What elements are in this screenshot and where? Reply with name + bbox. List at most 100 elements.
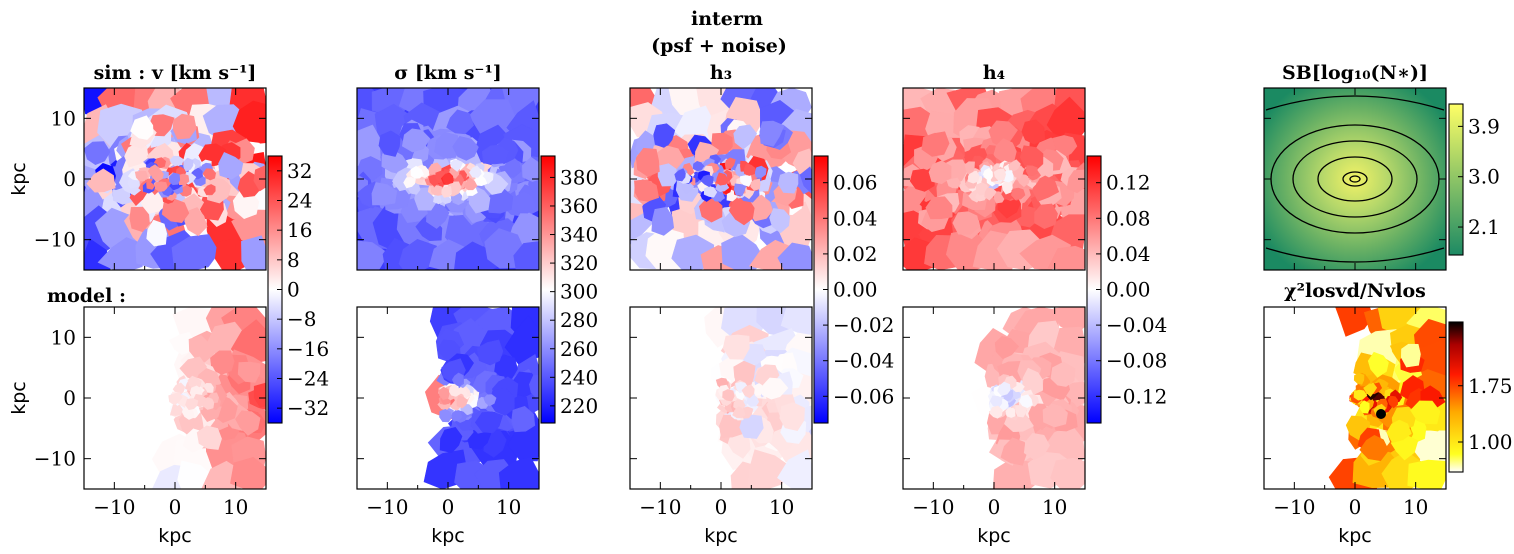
panel-sim-v (83, 87, 267, 271)
sigma-cell (441, 186, 452, 198)
h4-cell (1008, 159, 1021, 172)
colorbar-tick-label: 16 (287, 218, 312, 242)
v-cell (146, 219, 168, 247)
colorbar-sb: 3.9 3.0 2.1 (1448, 103, 1500, 256)
sigma-model-cell (476, 339, 504, 366)
h3-model-cell (732, 406, 746, 419)
h3-cell (759, 120, 785, 147)
h4-cell (925, 196, 953, 220)
h3-cell (777, 171, 799, 194)
sigma-cell (449, 159, 463, 172)
panel-title-chi2: χ²losvd/Nvlos (1284, 280, 1426, 302)
colorbar-tick-label: −0.08 (1106, 349, 1167, 373)
colorbar-tick-label: 0 (287, 278, 300, 302)
x-tick-label: −10 (639, 495, 681, 519)
x-tick-label: 10 (223, 495, 248, 519)
h4-cell (993, 138, 1017, 163)
h4-model-cell (1050, 361, 1076, 387)
colorbar-tick-label: −0.04 (833, 349, 894, 373)
v-cell (147, 164, 160, 178)
panel-title-h4: h₄ (983, 62, 1005, 84)
h4-cell (1019, 145, 1044, 172)
x-tick-label: 0 (715, 495, 728, 519)
h3-cell (750, 178, 761, 191)
h3-cell (733, 183, 747, 197)
v-model-cell (188, 335, 215, 363)
panel-title-v: sim : v [km s⁻¹] (94, 62, 257, 84)
sigma-cell (442, 173, 454, 185)
y-tick-label: 0 (63, 167, 76, 191)
colorbar-tick-label: 3.0 (1468, 165, 1500, 189)
colorbar-tick-label: −0.06 (833, 384, 894, 408)
x-tick-label: 0 (442, 495, 455, 519)
panel-title-sigma: σ [km s⁻¹] (394, 62, 502, 84)
x-tick-label: 10 (496, 495, 521, 519)
y-tick-label: 0 (63, 386, 76, 410)
panel-model-h4 (902, 306, 1086, 490)
v-cell (203, 184, 216, 196)
colorbar-tick-label: 380 (560, 165, 598, 189)
sigma-model-cell (456, 395, 468, 409)
sigma-model-cell (474, 411, 503, 434)
panel-model-v (83, 306, 267, 490)
colorbar-tick-label: 320 (560, 251, 598, 275)
h3-cell (715, 172, 729, 186)
h3-model-cell (722, 334, 750, 360)
v-cell (83, 141, 111, 166)
h3-cell (769, 208, 791, 234)
v-cell (168, 172, 181, 186)
v-model-cell (185, 398, 199, 411)
h4-cell (1032, 175, 1060, 202)
y-tick-label: −10 (34, 447, 76, 471)
h3-cell (700, 174, 714, 188)
panel-title-sb: SB[log₁₀(N∗)] (1282, 62, 1428, 84)
v-cell (218, 152, 244, 180)
panel-sim-h4 (902, 87, 1086, 271)
y-tick-label: −10 (34, 228, 76, 252)
v-model-cell (235, 410, 261, 436)
sigma-model-cell (511, 405, 536, 433)
colorbar-tick-label: 340 (560, 223, 598, 247)
sigma-cell (463, 177, 478, 191)
sigma-cell (521, 156, 540, 182)
v-cell (241, 235, 267, 271)
colorbar-tick-label: 0.02 (833, 242, 878, 266)
colorbar-v: 32 24 16 8 0 −8 −16 −24 −32 (267, 155, 329, 424)
h3-cell (743, 163, 756, 176)
x-axis-label: kpc (158, 525, 192, 547)
h3-model-cell (741, 384, 755, 399)
chi2-cell (1359, 400, 1370, 414)
h4-cell (1010, 187, 1026, 201)
chi2-cell (1407, 459, 1447, 490)
h4-cell (946, 177, 961, 189)
colorbar-tick-label: 2.1 (1468, 215, 1500, 239)
colorbar-tick-label: 1.75 (1468, 374, 1513, 398)
sigma-cell (469, 165, 482, 178)
panel-title-h3: h₃ (710, 62, 732, 84)
panel-model-h3 (629, 306, 813, 490)
colorbar-tick-label: −0.12 (1106, 384, 1167, 408)
v-model-cell (237, 361, 261, 383)
v-model-cell (196, 425, 222, 450)
colorbar-tick-label: 0.08 (1106, 206, 1151, 230)
sigma-model-cell (439, 427, 463, 454)
h3-cell (724, 157, 736, 170)
h3-cell (698, 198, 723, 223)
h4-model-cell (1018, 394, 1033, 409)
colorbar-chi2: 1.75 1.00 (1448, 321, 1513, 473)
panel-sim-sigma (356, 87, 540, 271)
h4-cell (964, 161, 975, 175)
colorbar-h4: 0.12 0.08 0.04 0.00 −0.04 −0.08 −0.12 (1086, 155, 1167, 424)
h3-cell (692, 160, 705, 172)
h3-cell (733, 124, 758, 150)
h3-cell (651, 206, 675, 236)
chi2-cell (1400, 343, 1421, 368)
x-tick-label: 10 (1403, 495, 1428, 519)
v-model-cell (172, 382, 186, 395)
v-cell (86, 168, 116, 193)
chi2-cell (1386, 419, 1412, 443)
h3-cell (635, 147, 660, 177)
chi2-cell (1363, 382, 1378, 397)
colorbar-tick-label: 220 (560, 394, 598, 418)
